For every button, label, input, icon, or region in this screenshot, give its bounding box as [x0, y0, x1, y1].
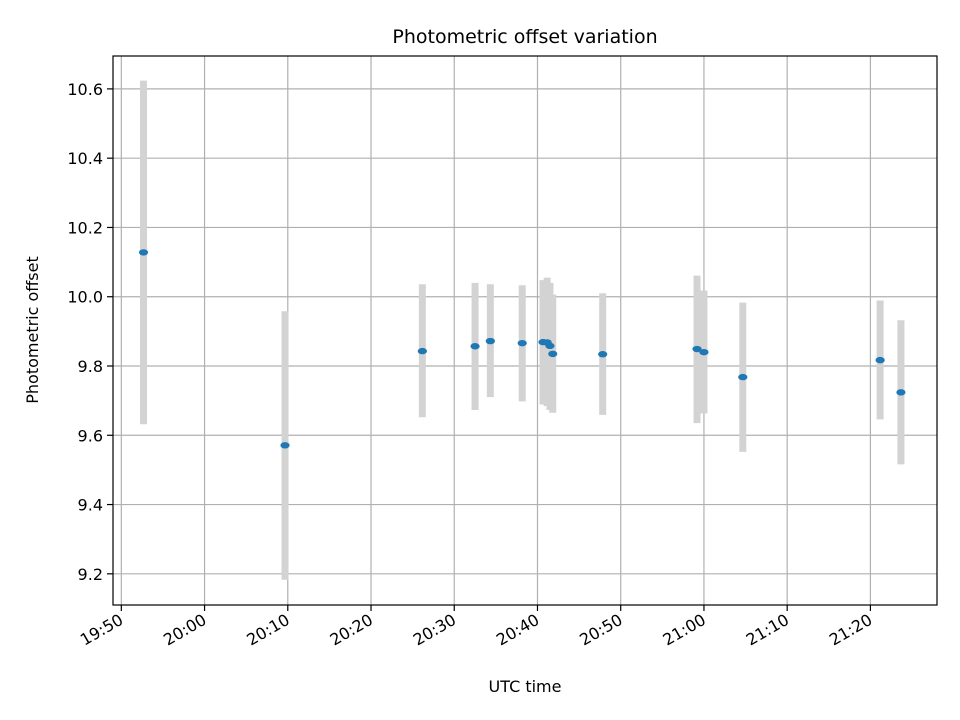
data-point [545, 342, 555, 350]
y-tick-label: 9.8 [78, 357, 103, 376]
x-tick-label: 20:10 [243, 610, 292, 650]
data-point [470, 343, 480, 350]
x-tick-label: 20:30 [410, 610, 459, 650]
y-axis-ticks: 9.2 9.4 9.6 9.8 10.0 10.2 10.4 10.6 [67, 80, 113, 584]
x-tick-label: 20:00 [160, 610, 209, 650]
x-axis-label: UTC time [489, 677, 562, 696]
x-tick-label: 20:40 [493, 610, 542, 650]
y-tick-label: 10.0 [67, 288, 103, 307]
data-point [485, 337, 495, 345]
y-tick-label: 9.6 [78, 426, 103, 445]
x-tick-label: 19:50 [77, 610, 126, 650]
y-tick-label: 10.4 [67, 149, 103, 168]
x-tick-label: 21:00 [660, 610, 709, 650]
data-point [699, 348, 709, 356]
chart-title: Photometric offset variation [392, 26, 657, 48]
data-point [875, 356, 885, 364]
data-point [692, 345, 702, 353]
y-axis-label: Photometric offset [23, 256, 42, 404]
x-tick-label: 21:20 [826, 610, 875, 650]
data-point [598, 351, 608, 358]
data-point [738, 373, 748, 381]
data-point [138, 249, 149, 256]
x-tick-label: 21:10 [743, 610, 792, 650]
data-point [417, 347, 427, 355]
x-axis-ticks: 19:50 20:00 20:10 20:20 20:30 20:40 20:50 21:00… [77, 605, 875, 650]
plot-frame [112, 55, 938, 606]
data-point [548, 350, 558, 358]
data-point [896, 389, 906, 396]
data-point [517, 339, 527, 347]
y-tick-label: 9.2 [78, 565, 103, 584]
y-tick-label: 10.2 [67, 218, 103, 237]
data-points [138, 249, 906, 449]
y-tick-label: 10.6 [67, 80, 103, 99]
x-tick-label: 20:20 [327, 610, 376, 650]
x-tick-label: 20:50 [576, 610, 625, 650]
data-point [280, 442, 290, 449]
y-tick-label: 9.4 [78, 496, 103, 515]
